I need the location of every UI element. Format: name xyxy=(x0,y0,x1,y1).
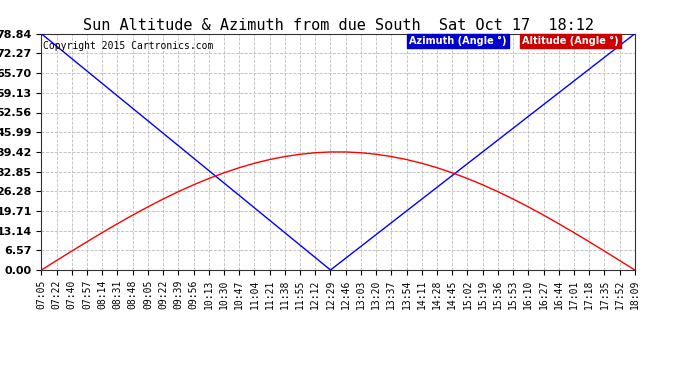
Text: Azimuth (Angle °): Azimuth (Angle °) xyxy=(409,36,507,46)
Text: Copyright 2015 Cartronics.com: Copyright 2015 Cartronics.com xyxy=(43,41,213,51)
Title: Sun Altitude & Azimuth from due South  Sat Oct 17  18:12: Sun Altitude & Azimuth from due South Sa… xyxy=(83,18,593,33)
Text: Altitude (Angle °): Altitude (Angle °) xyxy=(522,36,619,46)
